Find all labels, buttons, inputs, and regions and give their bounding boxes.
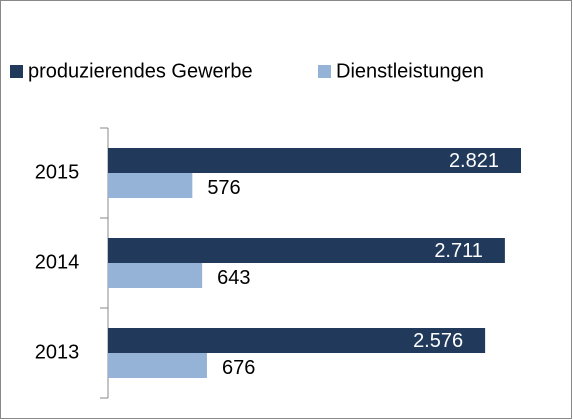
- data-label: 643: [217, 267, 250, 289]
- y-tick-label: 2015: [35, 161, 80, 183]
- data-label: 676: [222, 357, 255, 379]
- bar: [108, 238, 505, 263]
- legend-swatch: [10, 65, 23, 78]
- y-tick-label: 2014: [35, 251, 80, 273]
- legend-label: Dienstleistungen: [336, 60, 484, 82]
- data-label: 2.821: [449, 150, 499, 172]
- data-label: 576: [207, 177, 240, 199]
- data-label: 2.711: [434, 240, 483, 262]
- bar: [108, 148, 521, 173]
- legend-label: produzierendes Gewerbe: [28, 60, 253, 82]
- y-tick-label: 2013: [35, 341, 80, 363]
- bar: [108, 353, 207, 378]
- bar: [108, 173, 193, 198]
- bar: [108, 328, 486, 353]
- legend-swatch: [318, 65, 331, 78]
- data-label: 2.576: [413, 330, 463, 352]
- bar: [108, 263, 203, 288]
